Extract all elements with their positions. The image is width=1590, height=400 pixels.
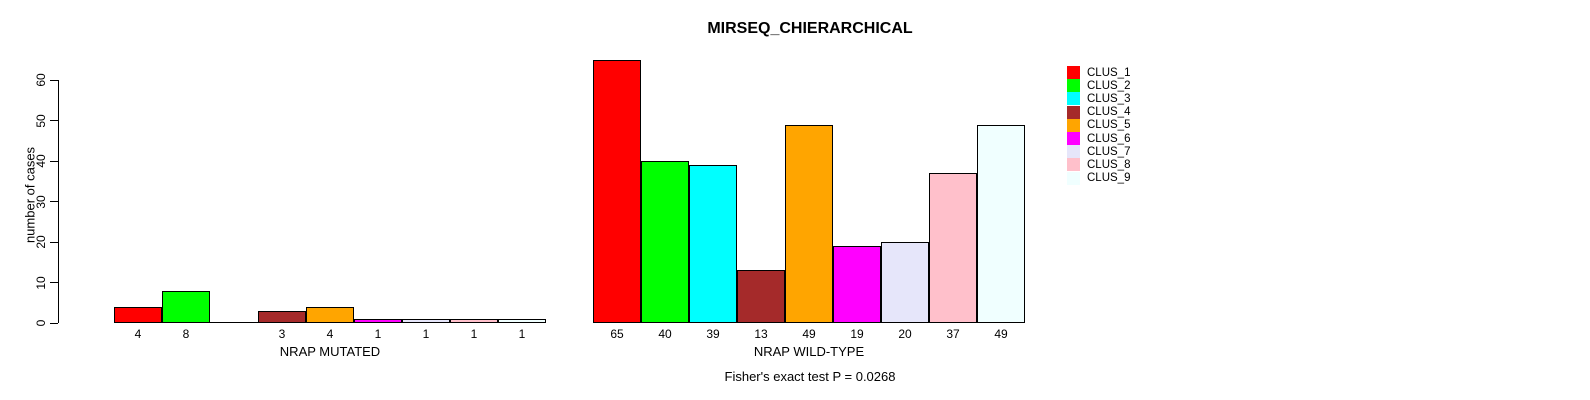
bar-clus_7-group1 bbox=[881, 242, 929, 323]
bar-clus_8-group0 bbox=[450, 319, 498, 323]
bar-value-label: 1 bbox=[518, 327, 526, 341]
bar-value-label: 13 bbox=[754, 327, 768, 341]
legend-swatch-clus_2 bbox=[1067, 79, 1080, 93]
fisher-test-annotation: Fisher's exact test P = 0.0268 bbox=[724, 369, 896, 384]
y-tick-label: 50 bbox=[34, 113, 48, 128]
bar-value-label: 40 bbox=[658, 327, 672, 341]
bar-clus_4-group1 bbox=[737, 270, 785, 323]
legend-label: CLUS_1 bbox=[1087, 66, 1131, 79]
x-axis-label-nrap-wild-type: NRAP WILD-TYPE bbox=[753, 344, 865, 359]
bar-clus_3-group1 bbox=[689, 165, 737, 323]
legend-label: CLUS_7 bbox=[1087, 145, 1131, 158]
bar-value-label: 37 bbox=[946, 327, 960, 341]
legend-item-clus_7: CLUS_7 bbox=[1067, 145, 1131, 159]
legend-swatch-clus_7 bbox=[1067, 145, 1080, 159]
chart-title: MIRSEQ_CHIERARCHICAL bbox=[707, 20, 913, 37]
y-tick-mark bbox=[50, 322, 58, 324]
legend-item-clus_8: CLUS_8 bbox=[1067, 158, 1131, 172]
y-tick-mark bbox=[50, 241, 58, 243]
legend-swatch-clus_3 bbox=[1067, 92, 1080, 106]
bar-clus_1-group1 bbox=[593, 60, 641, 323]
legend-item-clus_9: CLUS_9 bbox=[1067, 171, 1131, 185]
x-axis-label-nrap-mutated: NRAP MUTATED bbox=[279, 344, 381, 359]
bar-clus_5-group0 bbox=[306, 307, 354, 323]
y-tick-label: 20 bbox=[34, 235, 48, 249]
bar-clus_1-group0 bbox=[114, 307, 162, 323]
y-tick-mark bbox=[50, 160, 58, 162]
bar-value-label: 1 bbox=[422, 327, 430, 341]
bar-clus_7-group0 bbox=[402, 319, 450, 323]
y-tick-mark bbox=[50, 120, 58, 121]
bar-clus_6-group0 bbox=[354, 319, 402, 323]
legend-swatch-clus_9 bbox=[1067, 171, 1080, 185]
bar-value-label: 49 bbox=[802, 327, 816, 341]
y-tick-label: 40 bbox=[34, 154, 48, 168]
legend-label: CLUS_6 bbox=[1087, 132, 1131, 145]
y-axis-line bbox=[58, 80, 59, 323]
y-tick-label: 30 bbox=[34, 194, 48, 209]
bar-value-label: 19 bbox=[850, 327, 864, 341]
bar-value-label: 8 bbox=[182, 327, 190, 341]
legend-label: CLUS_3 bbox=[1087, 92, 1131, 105]
y-tick-label: 10 bbox=[34, 275, 48, 290]
legend-item-clus_2: CLUS_2 bbox=[1067, 79, 1131, 93]
bar-clus_3-group0 bbox=[210, 322, 258, 323]
legend-swatch-clus_6 bbox=[1067, 132, 1080, 146]
bar-value-label: 65 bbox=[610, 327, 624, 341]
y-tick-mark bbox=[50, 201, 58, 202]
bar-clus_9-group1 bbox=[977, 125, 1025, 323]
bar-clus_2-group1 bbox=[641, 161, 689, 323]
bar-clus_6-group1 bbox=[833, 246, 881, 323]
bar-value-label: 20 bbox=[898, 327, 912, 341]
y-tick-mark bbox=[50, 282, 58, 283]
bar-clus_8-group1 bbox=[929, 173, 977, 323]
legend-swatch-clus_1 bbox=[1067, 66, 1080, 80]
legend-item-clus_1: CLUS_1 bbox=[1067, 66, 1131, 80]
bar-value-label: 49 bbox=[994, 327, 1008, 341]
bar-value-label: 39 bbox=[706, 327, 720, 341]
bar-value-label: 1 bbox=[470, 327, 478, 341]
legend-item-clus_5: CLUS_5 bbox=[1067, 118, 1131, 132]
y-tick-label: 60 bbox=[34, 73, 48, 87]
legend-swatch-clus_8 bbox=[1067, 158, 1080, 172]
legend-swatch-clus_4 bbox=[1067, 105, 1080, 119]
legend-item-clus_6: CLUS_6 bbox=[1067, 132, 1131, 146]
legend-label: CLUS_4 bbox=[1087, 106, 1131, 119]
bar-clus_4-group0 bbox=[258, 311, 306, 323]
bar-value-label: 4 bbox=[326, 327, 334, 341]
legend-label: CLUS_2 bbox=[1087, 79, 1131, 92]
y-tick-label: 0 bbox=[34, 319, 48, 327]
bar-clus_2-group0 bbox=[162, 291, 210, 323]
bar-clus_9-group0 bbox=[498, 319, 546, 323]
legend-swatch-clus_5 bbox=[1067, 118, 1080, 132]
legend-label: CLUS_9 bbox=[1087, 172, 1131, 185]
legend: CLUS_1 CLUS_2 CLUS_3 CLUS_4 CLUS_5 CLUS_6 CLUS… bbox=[1067, 66, 1130, 185]
y-tick-mark bbox=[50, 79, 58, 81]
legend-item-clus_3: CLUS_3 bbox=[1067, 92, 1131, 106]
bar-value-label: 1 bbox=[374, 327, 382, 341]
legend-label: CLUS_8 bbox=[1087, 158, 1131, 171]
bar-value-label: 3 bbox=[278, 327, 286, 341]
legend-label: CLUS_5 bbox=[1087, 119, 1131, 132]
bar-value-label: 4 bbox=[134, 327, 142, 341]
bar-clus_5-group1 bbox=[785, 125, 833, 323]
legend-item-clus_4: CLUS_4 bbox=[1067, 105, 1131, 119]
